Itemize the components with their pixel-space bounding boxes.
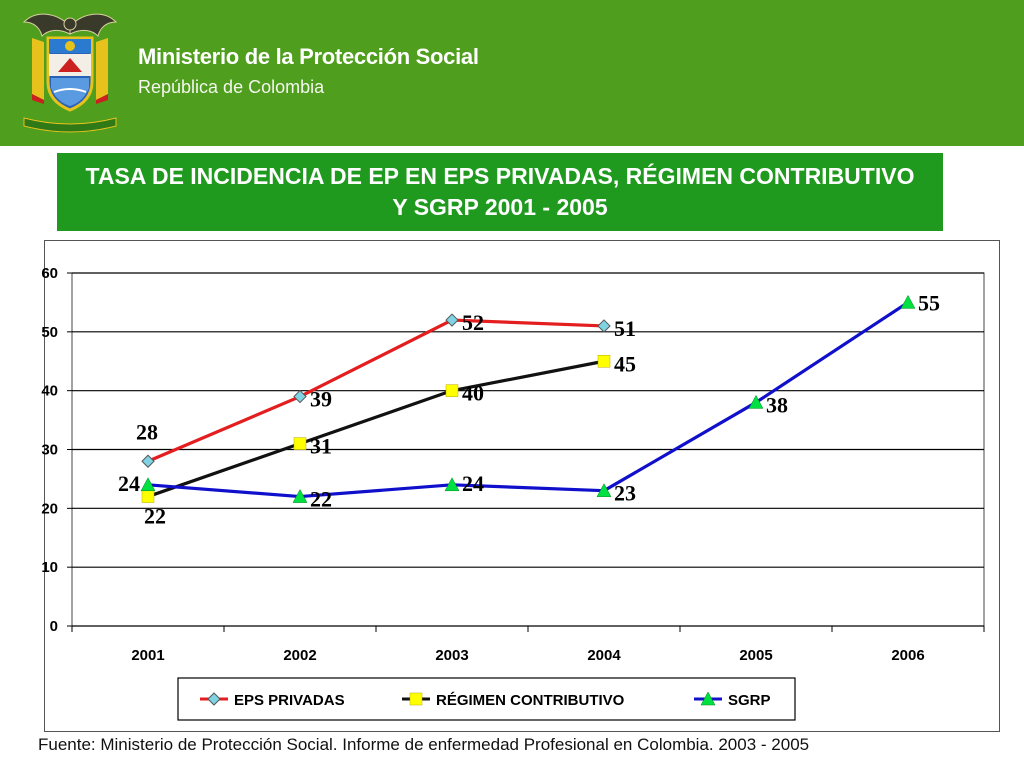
data-label: 31 (310, 434, 332, 459)
x-tick-label: 2004 (587, 647, 621, 664)
data-label: 24 (462, 471, 484, 496)
x-tick-label: 2006 (891, 647, 924, 664)
legend-box (177, 677, 796, 721)
data-point (900, 294, 916, 309)
data-point (141, 490, 155, 503)
series-line-sgrp (147, 301, 909, 499)
country-name: República de Colombia (138, 77, 325, 97)
series-line-eps-privadas (147, 318, 605, 463)
legend-label: EPS PRIVADAS (234, 692, 345, 709)
x-tick-label: 2003 (435, 647, 468, 664)
x-tick-label: 2001 (131, 647, 164, 664)
ministry-name: Ministerio de la Protección Social (138, 44, 479, 69)
data-label: 39 (310, 387, 332, 412)
data-label: 45 (614, 351, 636, 376)
data-point (597, 355, 611, 368)
y-tick-label: 10 (41, 559, 58, 576)
data-label: 24 (118, 471, 140, 496)
data-point (293, 389, 307, 404)
data-label: 22 (144, 504, 166, 529)
data-label: 55 (918, 290, 940, 315)
header-bar: Ministerio de la Protección Social Repúb… (0, 0, 1024, 146)
data-point (140, 477, 156, 492)
legend-swatch-marker (207, 692, 221, 706)
data-label: 22 (310, 487, 332, 512)
y-tick-label: 0 (50, 618, 58, 635)
data-label: 52 (462, 310, 484, 335)
data-point (141, 454, 155, 468)
data-label: 40 (462, 381, 484, 406)
series-line-r-gimen-contributivo (147, 359, 605, 499)
data-label: 23 (614, 481, 636, 506)
slide-title-text: TASA DE INCIDENCIA DE EP EN EPS PRIVADAS… (85, 163, 915, 220)
y-tick-label: 60 (41, 265, 58, 282)
colombia-coat-of-arms-icon (22, 13, 118, 133)
data-label: 51 (614, 316, 636, 341)
data-label: 38 (766, 392, 788, 417)
data-point (444, 477, 460, 492)
legend-label: SGRP (728, 692, 771, 709)
legend-swatch-marker (409, 692, 423, 706)
data-label: 28 (136, 419, 158, 444)
data-point (748, 394, 764, 409)
y-tick-label: 40 (41, 383, 58, 400)
slide-title: TASA DE INCIDENCIA DE EP EN EPS PRIVADAS… (57, 153, 943, 231)
x-tick-label: 2005 (739, 647, 772, 664)
data-point (292, 489, 308, 503)
y-tick-label: 50 (41, 324, 58, 341)
data-point (293, 437, 307, 450)
legend-label: RÉGIMEN CONTRIBUTIVO (436, 692, 625, 709)
data-point (597, 319, 611, 333)
data-point (445, 384, 459, 397)
legend-swatch-marker (700, 691, 716, 706)
data-point (445, 313, 459, 327)
x-tick-label: 2002 (283, 647, 316, 664)
data-point (596, 483, 612, 497)
y-tick-label: 30 (41, 442, 58, 459)
source-note: Fuente: Ministerio de Protección Social.… (38, 735, 810, 754)
y-tick-label: 20 (41, 500, 58, 517)
